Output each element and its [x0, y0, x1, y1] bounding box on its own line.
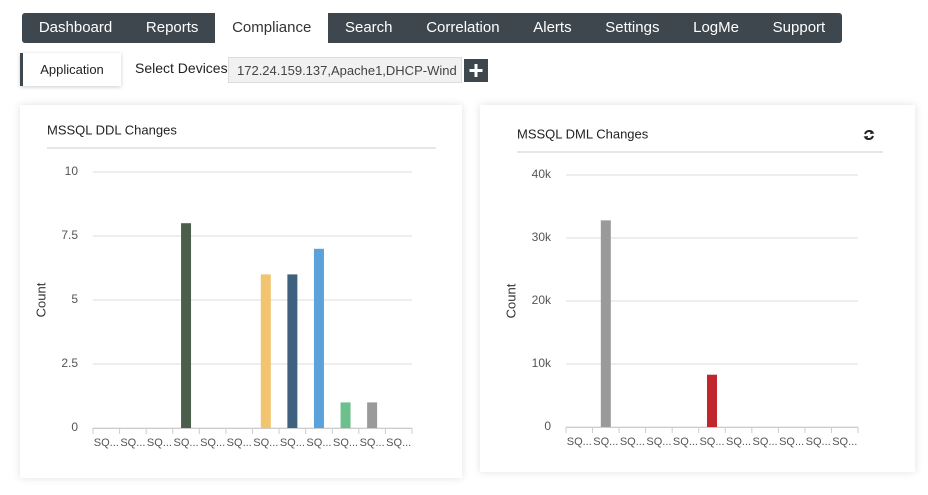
bar [287, 274, 298, 428]
y-tick-label: 0 [544, 419, 551, 433]
nav-tab[interactable]: Alerts [533, 19, 572, 36]
x-tick-label: SQ... [280, 437, 305, 449]
x-tick-label: SQ... [227, 437, 252, 449]
y-tick-label: 40k [532, 167, 552, 181]
bar [340, 402, 351, 428]
x-tick-label: SQ... [806, 436, 831, 448]
bar [313, 248, 324, 428]
x-tick-label: SQ... [386, 437, 411, 449]
x-tick-label: SQ... [779, 436, 804, 448]
devices-value: 172.24.159.137,Apache1,DHCP-Wind [237, 63, 457, 78]
x-tick-label: SQ... [200, 437, 225, 449]
x-tick-label: SQ... [306, 437, 331, 449]
nav-tab[interactable]: Search [344, 19, 393, 36]
x-tick-label: SQ... [567, 436, 592, 448]
x-tick-label: SQ... [94, 437, 119, 449]
x-tick-label: SQ... [832, 436, 857, 448]
y-tick-label: 2.5 [61, 356, 78, 370]
chart-title: MSSQL DML Changes [517, 126, 649, 141]
y-axis-label: Count [33, 282, 48, 317]
chart-panel [20, 105, 462, 478]
y-tick-label: 5 [71, 292, 78, 306]
nav-tab[interactable]: Correlation [426, 19, 500, 36]
y-tick-label: 10 [65, 164, 79, 178]
nav-tab[interactable]: Dashboard [38, 19, 113, 36]
bar [600, 220, 611, 427]
chart-title: MSSQL DDL Changes [47, 122, 177, 137]
nav-tab[interactable]: Settings [605, 19, 660, 36]
x-tick-label: SQ... [360, 437, 385, 449]
bar [181, 223, 192, 428]
x-tick-label: SQ... [620, 436, 645, 448]
nav-tab[interactable]: Compliance [215, 13, 329, 43]
nav-tab[interactable]: LogMe [693, 19, 739, 36]
x-tick-label: SQ... [253, 437, 278, 449]
x-tick-label: SQ... [147, 437, 172, 449]
y-tick-label: 30k [532, 230, 552, 244]
x-tick-label: SQ... [593, 436, 618, 448]
x-tick-label: SQ... [333, 437, 358, 449]
application-tab[interactable]: Application [20, 53, 121, 86]
y-tick-label: 10k [532, 356, 552, 370]
bar [367, 402, 378, 428]
x-tick-label: SQ... [174, 437, 199, 449]
refresh-icon[interactable] [863, 130, 875, 140]
x-tick-label: SQ... [753, 436, 778, 448]
x-tick-label: SQ... [646, 436, 671, 448]
sub-nav: Application Select Devices 172.24.159.13… [20, 53, 490, 86]
x-tick-label: SQ... [699, 436, 724, 448]
x-tick-label: SQ... [673, 436, 698, 448]
nav-tab[interactable]: Support [772, 19, 826, 36]
bar [260, 274, 271, 428]
y-tick-label: 0 [71, 420, 78, 434]
plus-icon [469, 64, 483, 77]
y-axis-label: Count [503, 283, 518, 318]
y-tick-label: 20k [532, 293, 552, 307]
nav-bar: Dashboard Reports Compliance Search Correlat… [22, 13, 842, 43]
add-button[interactable] [464, 59, 488, 82]
nav-tab[interactable]: Reports [145, 19, 199, 36]
x-tick-label: SQ... [120, 437, 145, 449]
select-devices-label: Select Devices [135, 60, 228, 76]
chart-panel [480, 105, 915, 472]
x-tick-label: SQ... [726, 436, 751, 448]
bar [707, 374, 717, 427]
y-tick-label: 7.5 [61, 228, 78, 242]
devices-input[interactable]: 172.24.159.137,Apache1,DHCP-Wind [228, 57, 462, 83]
